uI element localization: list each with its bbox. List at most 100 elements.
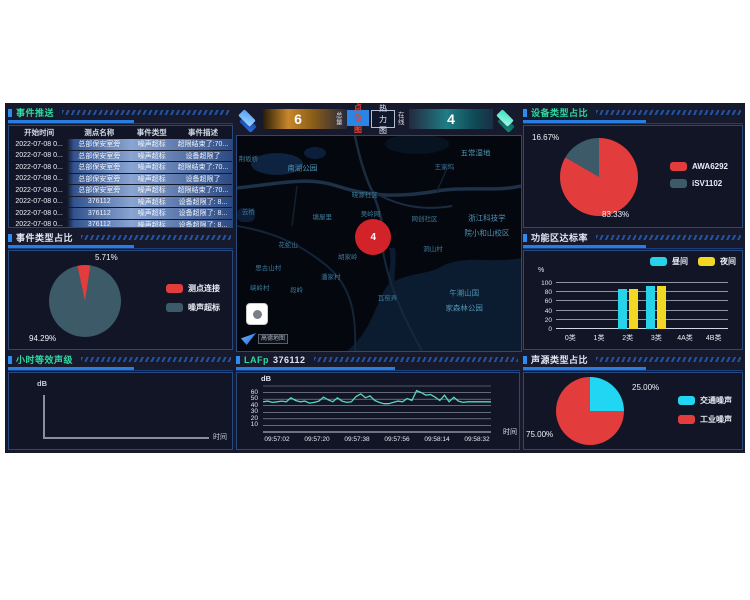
table-cell: 设备超限了 <box>185 152 221 160</box>
pie-legend: 交通噪声 工业噪声 <box>678 395 732 425</box>
panel-header: 设备类型占比 <box>523 106 743 119</box>
hatch-decoration <box>313 357 518 362</box>
map-place-label: 网创社区 <box>411 215 438 223</box>
legend-item[interactable]: 噪声超标 <box>166 302 220 313</box>
hatch-decoration <box>596 235 741 240</box>
panel-underline <box>523 245 743 249</box>
y-tick-label: 40 <box>544 307 552 315</box>
map-place-label: 峡岭村 <box>249 284 270 292</box>
legend-item[interactable]: 交通噪声 <box>678 395 732 406</box>
map-place-label: 思古山村 <box>255 265 282 273</box>
table-row[interactable]: 2022-07-08 0... 376112 噪声超标 设备超限了: 8... <box>9 196 232 208</box>
table-row[interactable]: 2022-07-08 0... 总部保安室旁 噪声超标 设备超限了 <box>9 150 232 162</box>
map-locate-control[interactable] <box>246 303 268 325</box>
laeq-yticks: 10 20 30 40 50 60 <box>237 385 260 433</box>
event-table-body: 2022-07-08 0... 总部保安室旁 噪声超标 超限结束了:70... 2022… <box>9 139 232 227</box>
panel-title: 功能区达标率 <box>531 233 589 243</box>
table-cell: 超限结束了:70... <box>177 187 229 195</box>
legend-swatch <box>166 284 183 293</box>
x-tick-label: 09:58:32 <box>464 436 490 443</box>
x-tick-label: 0类 <box>564 335 576 342</box>
map-place-label: 院小和山校区 <box>464 228 510 238</box>
y-tick-label: 80 <box>544 289 552 297</box>
y-axis-line <box>43 395 45 439</box>
map-place-label: 花蛇山 <box>278 241 298 249</box>
y-tick-label: 10 <box>250 421 258 429</box>
table-cell: 设备超限了 <box>185 175 221 183</box>
map-header: 6 总量 点位图 热力图 在线 4 <box>235 103 521 135</box>
table-row[interactable]: 2022-07-08 0... 总部保安室旁 噪声超标 设备超限了 <box>9 173 232 185</box>
legend-item[interactable]: 夜间 <box>698 256 736 267</box>
legend-item[interactable]: 昼间 <box>650 256 688 267</box>
map-place-label: 五常湿地 <box>460 148 491 158</box>
legend-item[interactable]: 测点连接 <box>166 283 220 294</box>
panel-underline <box>523 367 743 371</box>
bar-夜间 <box>628 289 638 329</box>
hatch-decoration <box>596 110 741 115</box>
table-cell: 噪声超标 <box>137 164 166 172</box>
table-cell: 2022-07-08 0... <box>15 163 63 171</box>
panel-header: 事件推送 <box>8 106 233 119</box>
legend-item[interactable]: iSV1102 <box>669 179 728 188</box>
table-cell: 376112 <box>87 209 111 217</box>
gridline <box>556 328 728 329</box>
panel-underline <box>8 245 233 249</box>
panel-bullet-icon <box>236 355 240 364</box>
map-place-label: 云桥 <box>241 209 255 217</box>
map-3d-icon <box>235 108 263 133</box>
panel-title: 事件推送 <box>16 108 55 118</box>
legend-item[interactable]: 工业噪声 <box>678 414 732 425</box>
legend-label: 交通噪声 <box>700 396 732 405</box>
map-place-label: 瓦窑弄 <box>377 295 398 303</box>
tab-heat-map[interactable]: 热力图 <box>371 104 395 135</box>
table-cell: 2022-07-08 0... <box>15 186 63 194</box>
hatch-decoration <box>596 357 741 362</box>
event-type-pie-chart <box>49 265 121 337</box>
panel-event-type-pie: 事件类型占比 5.71% 94.29% 测点连接 噪声超标 <box>8 231 233 350</box>
legend-label: 噪声超标 <box>188 303 220 312</box>
map-place-label: 午潮山国 <box>449 288 480 298</box>
map-3d-icon <box>493 108 521 133</box>
map-cluster-marker[interactable]: 4 <box>355 219 392 256</box>
gridline <box>556 291 728 293</box>
table-cell: 噪声超标 <box>137 175 166 183</box>
map-place-label: 王家坞 <box>434 164 455 172</box>
map-place-label: 吴岭网 <box>360 211 381 219</box>
panel-title: 声源类型占比 <box>531 355 589 365</box>
table-cell: 设备超限了: 8... <box>178 198 228 206</box>
y-tick-label: 20 <box>250 414 258 422</box>
legend-item[interactable]: AWA6292 <box>669 162 728 171</box>
y-tick-label: 60 <box>544 298 552 306</box>
panel-underline <box>236 367 520 371</box>
table-cell: 超限结束了:70... <box>177 141 229 149</box>
table-cell: 2022-07-08 0... <box>15 140 63 148</box>
legend-label: AWA6292 <box>691 162 728 171</box>
legend-swatch <box>698 257 715 266</box>
table-cell: 总部保安室旁 <box>78 175 121 183</box>
table-row[interactable]: 2022-07-08 0... 376112 噪声超标 设备超限了: 8... <box>9 208 232 220</box>
map-canvas[interactable]: 4 高德地图 荆坂桥 南湖公园 五常湿地 王家坞 晓源社区 云桥 塘屋里 吴岭网 网创社区 浙江科… <box>236 135 522 352</box>
panel-hourly-leq: 小时等效声级 dB 时间 <box>8 353 233 450</box>
panel-underline <box>8 367 233 371</box>
panel-bullet-icon <box>8 108 12 117</box>
gridline <box>556 318 728 320</box>
map-place-label: 南湖公园 <box>287 163 318 173</box>
table-row[interactable]: 2022-07-08 0... 总部保安室旁 噪声超标 超限结束了:70... <box>9 139 232 151</box>
column-header: 事件类型 <box>136 128 167 137</box>
table-row[interactable]: 2022-07-08 0... 总部保安室旁 噪声超标 超限结束了:70... <box>9 162 232 174</box>
table-cell: 2022-07-08 0... <box>15 175 63 183</box>
source-pie-chart <box>556 377 624 445</box>
map-mode-toggle: 点位图 热力图 <box>347 103 395 135</box>
table-header-row: 开始时间 测点名称 事件类型 事件描述 <box>9 126 232 139</box>
table-cell: 2022-07-08 0... <box>15 198 63 206</box>
panel-bullet-icon <box>523 108 527 117</box>
bar-xaxis-labels: 0类 1类 2类 3类 4A类 4B类 <box>556 333 728 343</box>
panel-bullet-icon <box>523 233 527 242</box>
table-cell: 噪声超标 <box>137 198 166 206</box>
table-row[interactable]: 2022-07-08 0... 总部保安室旁 噪声超标 超限结束了:70... <box>9 185 232 197</box>
total-badge: 6 总量 <box>235 108 347 133</box>
tab-dot-map[interactable]: 点位图 <box>347 103 369 134</box>
panel-title: 事件类型占比 <box>16 233 74 243</box>
table-row[interactable]: 2022-07-08 0... 376112 噪声超标 设备超限了: 8... <box>9 219 232 227</box>
dashboard: 事件推送 开始时间 测点名称 事件类型 事件描述 2022-07-08 0...… <box>5 103 745 453</box>
